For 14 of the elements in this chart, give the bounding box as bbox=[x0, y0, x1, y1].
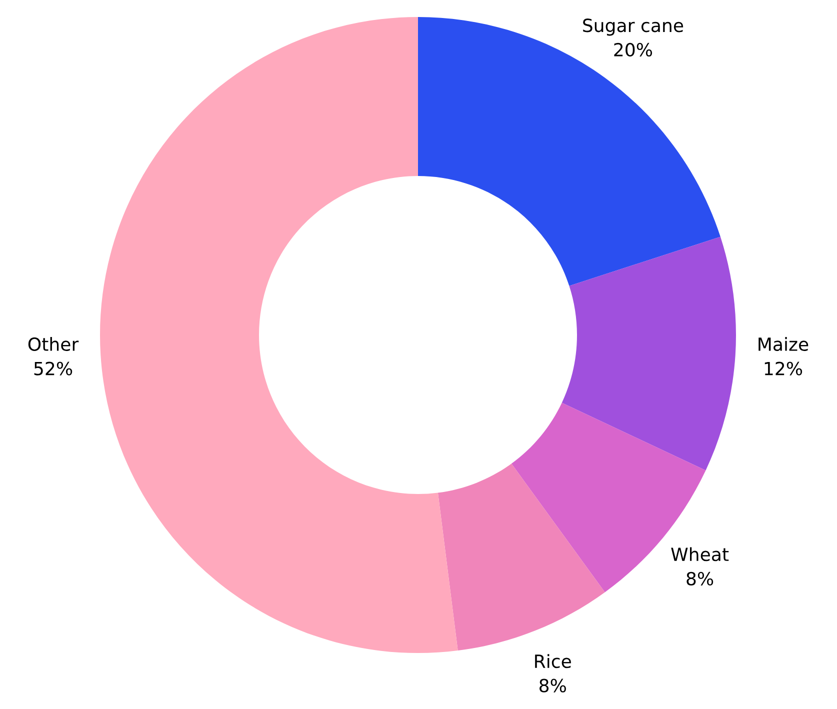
slice-label: Other bbox=[28, 337, 79, 352]
data-label: 8% bbox=[686, 572, 714, 586]
slice-label: Maize bbox=[758, 337, 808, 352]
donut-slice bbox=[100, 17, 458, 653]
slice-label: Wheat bbox=[671, 547, 729, 562]
donut-slice bbox=[562, 236, 736, 470]
data-label: 20% bbox=[614, 42, 652, 57]
data-label: 12% bbox=[764, 362, 802, 376]
slice-label: Sugar cane bbox=[583, 18, 684, 36]
data-label: 8% bbox=[540, 678, 566, 692]
donut-slice bbox=[438, 464, 605, 650]
donut-slice bbox=[418, 17, 720, 286]
slice-label: Rice bbox=[535, 654, 571, 668]
data-label: 52% bbox=[34, 362, 72, 376]
